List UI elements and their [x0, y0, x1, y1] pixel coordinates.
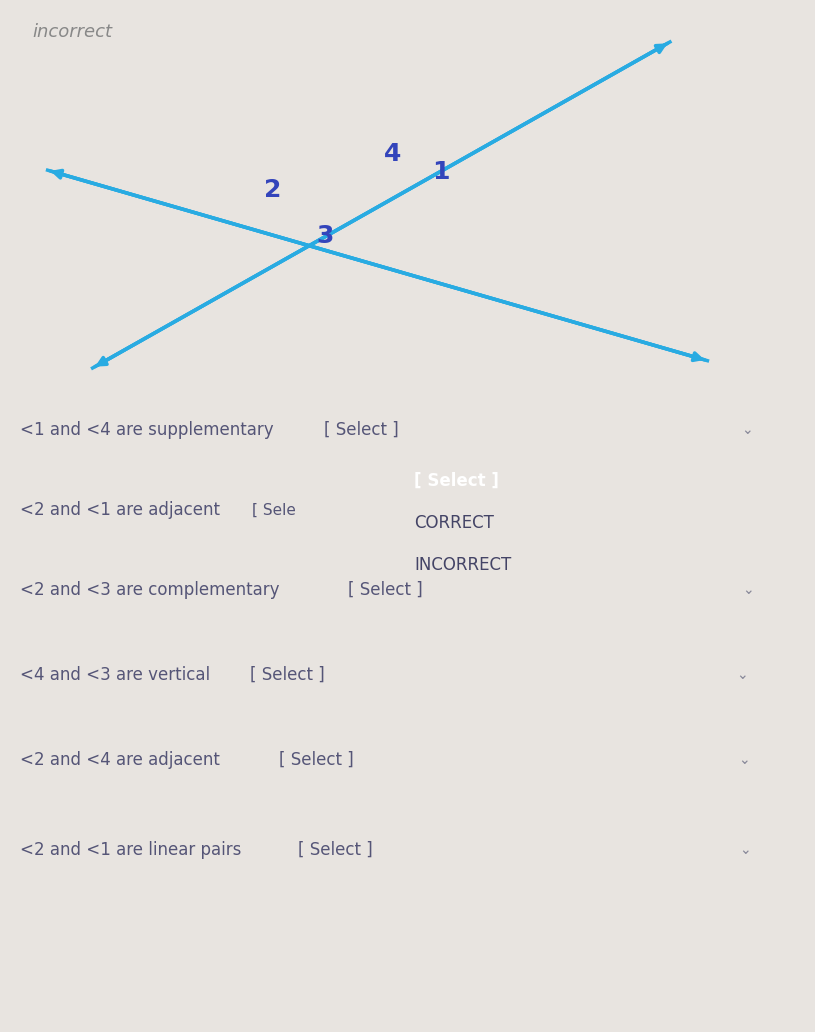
- Text: [ Select ]: [ Select ]: [297, 841, 372, 859]
- Text: [ Select ]: [ Select ]: [250, 666, 324, 684]
- Text: <4 and <3 are vertical: <4 and <3 are vertical: [20, 666, 210, 684]
- Text: <2 and <4 are adjacent: <2 and <4 are adjacent: [20, 751, 220, 769]
- Text: [ Select ]: [ Select ]: [348, 581, 422, 599]
- Text: ⌄: ⌄: [737, 668, 748, 682]
- Text: ⌄: ⌄: [739, 843, 751, 857]
- Text: <2 and <1 are adjacent: <2 and <1 are adjacent: [20, 501, 220, 519]
- Text: [ Select ]: [ Select ]: [414, 472, 499, 490]
- Text: [ Sele: [ Sele: [252, 503, 296, 517]
- Text: ⌄: ⌄: [742, 583, 754, 596]
- Text: <2 and <3 are complementary: <2 and <3 are complementary: [20, 581, 280, 599]
- Text: CORRECT: CORRECT: [414, 514, 494, 533]
- Text: [ Select ]: [ Select ]: [279, 751, 354, 769]
- Text: <2 and <1 are linear pairs: <2 and <1 are linear pairs: [20, 841, 242, 859]
- Text: <1 and <4 are supplementary: <1 and <4 are supplementary: [20, 421, 274, 439]
- Text: ⌄: ⌄: [741, 423, 752, 437]
- Text: INCORRECT: INCORRECT: [414, 556, 512, 574]
- Text: 4: 4: [384, 141, 401, 166]
- Text: incorrect: incorrect: [33, 23, 112, 40]
- Text: ⌄: ⌄: [738, 753, 750, 767]
- Text: 1: 1: [433, 160, 450, 184]
- Text: 2: 2: [264, 179, 281, 202]
- Text: [ Select ]: [ Select ]: [324, 421, 399, 439]
- Text: 3: 3: [316, 224, 333, 248]
